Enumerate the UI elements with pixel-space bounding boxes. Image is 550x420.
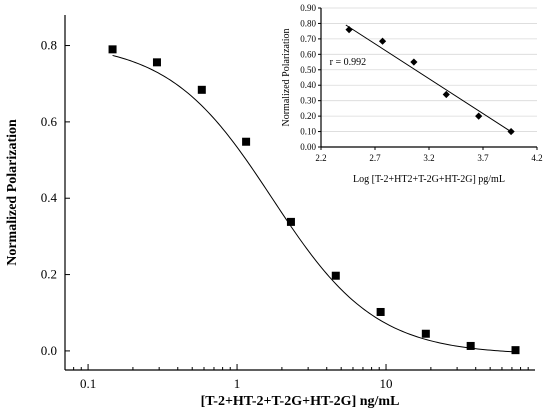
inset-y-tick-label: 0.30: [300, 96, 316, 106]
main-data-point: [152, 58, 161, 67]
inset-x-tick-label: 3.7: [477, 153, 489, 163]
inset-y-tick-label: 0.70: [300, 34, 316, 44]
main-x-axis-title: [T-2+HT-2+T-2G+HT-2G] ng/mL: [201, 394, 400, 409]
main-y-tick-label: 0.6: [41, 114, 58, 129]
main-data-point: [466, 341, 475, 350]
main-y-axis-title: Normalized Polarization: [5, 119, 20, 266]
main-data-point: [197, 85, 206, 94]
inset-y-tick-label: 0.20: [300, 111, 316, 121]
main-data-point: [511, 346, 520, 355]
main-data-point: [108, 45, 117, 54]
main-x-tick-label: 0.1: [80, 376, 96, 391]
inset-y-tick-label: 0.90: [300, 3, 316, 13]
main-data-point: [331, 271, 340, 280]
inset-y-tick-label: 0.00: [300, 142, 316, 152]
main-fit-curve: [112, 54, 516, 353]
inset-x-axis-title: Log [T-2+HT2+T-2G+HT-2G] pg/mL: [353, 174, 505, 185]
main-x-tick-label: 10: [380, 376, 393, 391]
inset-y-tick-label: 0.50: [300, 65, 316, 75]
inset-fit-line: [345, 24, 514, 134]
inset-x-tick-label: 4.2: [531, 153, 542, 163]
main-x-tick-label: 1: [234, 376, 241, 391]
inset-data-point: [345, 26, 353, 34]
inset-data-point: [378, 37, 387, 45]
inset-y-tick-label: 0.10: [300, 127, 316, 137]
main-y-tick-label: 0.8: [41, 38, 57, 53]
main-data-point: [376, 307, 385, 316]
inset-data-point: [442, 90, 450, 99]
main-y-tick-label: 0.0: [41, 343, 57, 358]
inset-x-tick-label: 3.2: [423, 153, 434, 163]
inset-x-tick-label: 2.2: [315, 153, 326, 163]
main-y-tick-label: 0.2: [41, 267, 57, 282]
inset-chart: 0.00 0.10 0.20 0.30 0.40 0.50 0.60 0.70 0.80 0.90…: [281, 3, 543, 185]
inset-y-axis-title: Normalized Polarization: [281, 28, 292, 126]
inset-data-point: [410, 58, 418, 66]
main-data-point: [242, 137, 251, 146]
main-y-tick-label: 0.4: [41, 190, 58, 205]
main-data-point: [286, 217, 295, 226]
inset-data-point: [475, 112, 483, 120]
main-chart: 0.0 0.2 0.4 0.6 0.8 0.1 1 10 [T-2+HT-2+T-2G+HT-2…: [5, 15, 535, 409]
inset-y-tick-label: 0.60: [300, 49, 316, 59]
inset-correlation-label: r = 0.992: [330, 57, 366, 68]
inset-y-tick-label: 0.80: [300, 18, 316, 28]
inset-x-tick-label: 2.7: [369, 153, 381, 163]
main-data-point: [421, 329, 430, 338]
inset-data-point: [507, 127, 515, 136]
inset-y-tick-label: 0.40: [300, 80, 316, 90]
